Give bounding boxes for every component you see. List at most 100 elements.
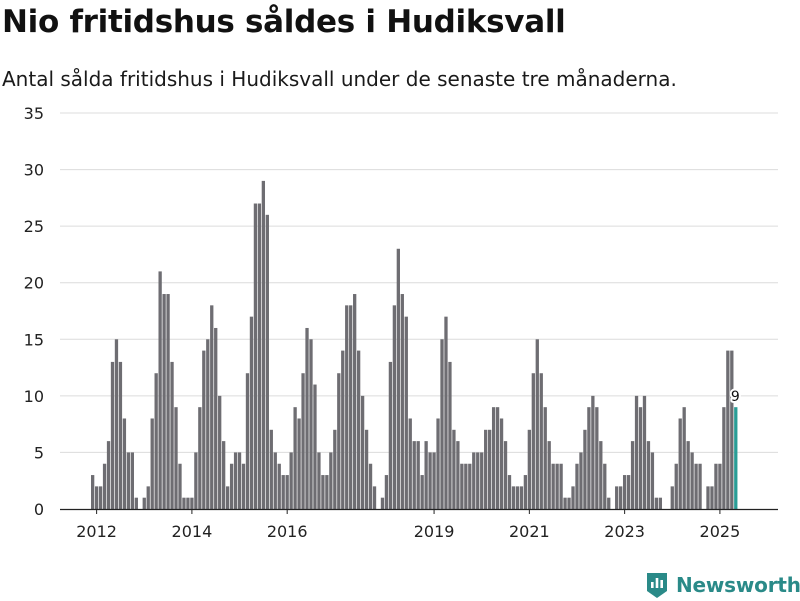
bar xyxy=(440,339,444,509)
bar xyxy=(603,463,607,509)
bar xyxy=(110,361,115,509)
bar xyxy=(206,339,210,509)
bar xyxy=(388,361,393,509)
bar xyxy=(313,384,317,509)
bar xyxy=(595,407,599,509)
bar xyxy=(170,361,174,509)
bar xyxy=(174,407,178,509)
y-axis-ticks: 0 5 10 15 20 25 30 35 xyxy=(24,104,44,519)
x-axis-ticks: 2012 2014 2016 2019 2021 2023 2025 xyxy=(76,509,740,541)
bar xyxy=(468,463,472,509)
bar xyxy=(416,441,420,509)
bar xyxy=(94,486,99,509)
x-tick-label-2021: 2021 xyxy=(509,522,550,541)
y-tick-label-25: 25 xyxy=(24,217,44,236)
bar xyxy=(98,486,103,509)
bar xyxy=(476,452,480,509)
bar xyxy=(198,407,202,509)
bar xyxy=(257,203,262,509)
bar xyxy=(241,463,246,509)
bar xyxy=(91,475,95,509)
bar xyxy=(408,418,412,509)
bar xyxy=(222,441,226,509)
bar xyxy=(591,395,595,509)
bar xyxy=(706,486,710,509)
bar xyxy=(456,441,460,509)
y-tick-label-30: 30 xyxy=(24,161,44,180)
bar xyxy=(634,395,639,509)
bar xyxy=(186,497,190,509)
bar xyxy=(353,294,357,509)
bar xyxy=(360,395,365,509)
y-tick-label-35: 35 xyxy=(24,104,44,123)
bar xyxy=(499,418,504,509)
bar xyxy=(237,452,242,509)
brand-logo: Newsworthy xyxy=(645,569,800,601)
bar xyxy=(722,407,726,509)
bar xyxy=(102,463,107,509)
bar xyxy=(583,429,587,509)
chart-title: Nio fritidshus såldes i Hudiksvall xyxy=(2,4,566,40)
y-tick-label-5: 5 xyxy=(34,443,44,462)
bar xyxy=(511,486,516,509)
bar xyxy=(368,463,373,509)
bar xyxy=(519,486,524,509)
bar xyxy=(420,475,424,509)
bar xyxy=(114,339,119,509)
y-tick-label-15: 15 xyxy=(24,330,44,349)
bar xyxy=(309,339,313,509)
bar xyxy=(579,452,583,509)
data-labels: 99 xyxy=(729,387,742,407)
bar xyxy=(658,497,663,509)
bar xyxy=(269,429,273,509)
bar xyxy=(333,429,337,509)
bar xyxy=(428,452,432,509)
bar xyxy=(317,452,321,509)
bar xyxy=(154,373,158,509)
bar xyxy=(622,475,627,509)
bar xyxy=(503,441,508,509)
bar xyxy=(686,441,690,509)
bar xyxy=(202,350,206,509)
bar xyxy=(126,452,131,509)
bar xyxy=(535,339,539,509)
x-tick-label-2014: 2014 xyxy=(172,522,213,541)
bar xyxy=(134,497,138,509)
data-label-halo: 9 xyxy=(731,389,740,405)
bar xyxy=(670,486,674,509)
y-tick-label-0: 0 xyxy=(34,500,44,519)
bars xyxy=(91,180,738,510)
x-tick-label-2025: 2025 xyxy=(700,522,741,541)
x-tick-label-2016: 2016 xyxy=(267,522,308,541)
bar xyxy=(543,407,547,509)
bar xyxy=(412,441,416,509)
bar xyxy=(698,463,702,509)
bar xyxy=(730,350,734,509)
bar xyxy=(273,452,277,509)
bar xyxy=(432,452,436,509)
bar xyxy=(122,418,127,509)
bar xyxy=(349,305,353,509)
brand-name: Newsworthy xyxy=(676,573,800,597)
bar xyxy=(293,407,297,509)
bar xyxy=(642,395,647,509)
bar xyxy=(563,497,567,509)
bar xyxy=(325,475,329,509)
bar xyxy=(194,452,198,509)
bar xyxy=(158,271,162,509)
x-tick-label-2019: 2019 xyxy=(414,522,455,541)
bar xyxy=(372,486,377,509)
bar xyxy=(682,407,686,509)
bar xyxy=(337,373,341,509)
bar xyxy=(448,361,452,509)
bar xyxy=(484,429,488,509)
bar xyxy=(297,418,301,509)
bar xyxy=(491,407,496,509)
bar xyxy=(341,350,345,509)
bar xyxy=(436,418,440,509)
bar xyxy=(396,248,400,509)
x-tick-label-2012: 2012 xyxy=(76,522,117,541)
bar xyxy=(515,486,520,509)
bar xyxy=(531,373,535,509)
bar xyxy=(464,463,468,509)
